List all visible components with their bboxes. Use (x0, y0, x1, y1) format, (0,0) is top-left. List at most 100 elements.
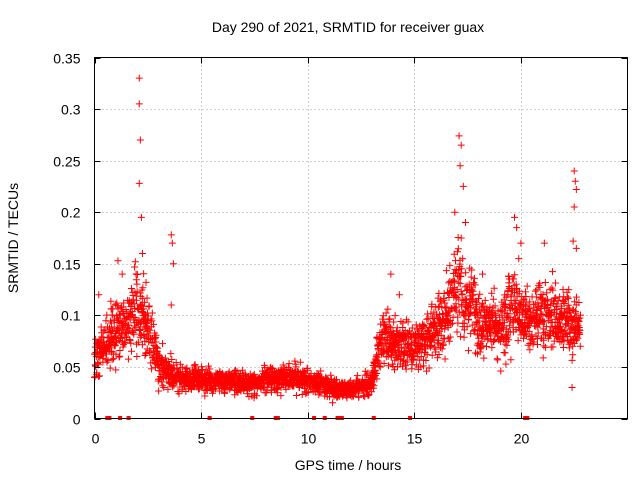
data-point (267, 388, 275, 396)
data-point (253, 392, 261, 400)
data-point (116, 311, 124, 319)
y-tick-label: 0.05 (53, 360, 80, 376)
data-point (549, 343, 557, 351)
data-point (144, 318, 152, 326)
data-point (112, 300, 120, 308)
data-point (137, 213, 145, 221)
data-point (501, 349, 509, 357)
data-point (93, 348, 101, 356)
data-point (143, 294, 151, 302)
data-point (135, 100, 143, 108)
data-point (130, 330, 138, 338)
y-tick-label: 0.2 (61, 205, 81, 221)
data-point (106, 344, 114, 352)
data-point (170, 381, 178, 389)
data-point (95, 372, 103, 380)
data-point (470, 274, 478, 282)
data-point (476, 290, 484, 298)
data-point (120, 339, 128, 347)
data-point (572, 244, 580, 252)
data-point (353, 372, 361, 380)
data-point (136, 136, 144, 144)
data-point (455, 132, 463, 140)
data-point (106, 364, 114, 372)
data-point (511, 213, 519, 221)
data-point (464, 347, 472, 355)
data-point (104, 356, 112, 364)
data-point (113, 302, 121, 310)
data-point (480, 354, 488, 362)
data-point (412, 321, 420, 329)
data-point (164, 385, 172, 393)
data-point (127, 339, 135, 347)
data-point (507, 356, 515, 364)
data-point (97, 323, 105, 331)
data-point (117, 304, 125, 312)
x-tick-label: 15 (407, 431, 423, 447)
data-point (108, 311, 116, 319)
data-point (136, 289, 144, 297)
data-point (291, 357, 299, 365)
data-point (279, 361, 287, 369)
y-tick-label: 0 (73, 412, 81, 428)
data-point (386, 315, 394, 323)
data-point (167, 301, 175, 309)
data-point (559, 343, 567, 351)
data-point (133, 288, 141, 296)
data-point (206, 365, 214, 373)
data-point (139, 284, 147, 292)
data-point (168, 355, 176, 363)
data-point (118, 270, 126, 278)
data-point (502, 360, 510, 368)
data-point (152, 331, 160, 339)
data-point (112, 366, 120, 374)
data-point (190, 362, 198, 370)
x-tick-label: 10 (301, 431, 317, 447)
data-point (138, 341, 146, 349)
data-point (100, 327, 108, 335)
data-point (175, 390, 183, 398)
data-point (446, 262, 454, 270)
data-point (384, 305, 392, 313)
data-point (148, 309, 156, 317)
data-point (134, 338, 142, 346)
data-point (494, 356, 502, 364)
data-point (540, 239, 548, 247)
data-point (460, 333, 468, 341)
data-point (364, 392, 372, 400)
data-point (456, 162, 464, 170)
data-point (159, 382, 167, 390)
data-point (479, 270, 487, 278)
data-point (178, 363, 186, 371)
data-point (124, 355, 132, 363)
y-tick-label: 0.25 (53, 154, 80, 170)
data-point (387, 270, 395, 278)
data-point (172, 359, 180, 367)
data-point (133, 270, 141, 278)
data-point (552, 279, 560, 287)
data-point (111, 342, 119, 350)
data-point (96, 372, 104, 380)
data-point (277, 392, 285, 400)
data-point (221, 389, 229, 397)
data-point (453, 328, 461, 336)
data-point (124, 329, 132, 337)
data-point (462, 269, 470, 277)
data-point (298, 390, 306, 398)
data-point (153, 344, 161, 352)
data-point (503, 341, 511, 349)
y-tick-label: 0.3 (61, 102, 81, 118)
data-point (459, 182, 467, 190)
data-point (451, 208, 459, 216)
data-point (167, 231, 175, 239)
data-point (168, 239, 176, 247)
data-point (457, 141, 465, 149)
data-point (117, 334, 125, 342)
data-point (133, 340, 141, 348)
data-point (121, 338, 129, 346)
data-point (155, 387, 163, 395)
data-point (114, 257, 122, 265)
data-point (116, 347, 124, 355)
data-point (569, 237, 577, 245)
data-point (488, 344, 496, 352)
